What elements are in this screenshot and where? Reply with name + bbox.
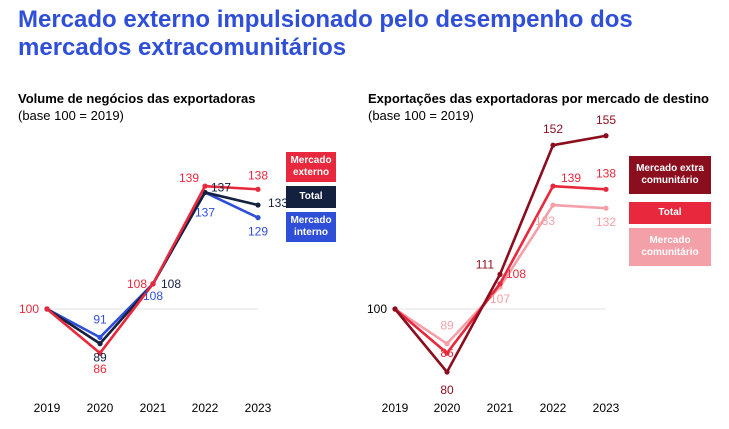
page-title: Mercado externo impulsionado pelo desemp… [18, 6, 718, 62]
chart1-point-2-1 [97, 334, 103, 340]
chart1-point-1-4 [255, 202, 261, 208]
chart2-legend-0: Mercado extra comunitário [629, 156, 711, 194]
chart2-title: Exportações das exportadoras por mercado… [368, 91, 709, 106]
chart2-point-2-3 [550, 202, 556, 208]
chart1-value-label-0-1: 86 [93, 362, 107, 376]
chart2-x-tick-2019: 2019 [382, 401, 409, 415]
chart1-value-label-1-3: 137 [211, 180, 231, 194]
chart1-x-tick-2019: 2019 [34, 401, 61, 415]
chart1-value-label-2-4: 129 [248, 225, 268, 239]
chart1-value-label-1-4: 133 [268, 196, 288, 210]
chart2-point-1-4 [603, 186, 609, 192]
chart1-value-label-1-1: 89 [93, 351, 107, 365]
chart2-point-2-1 [444, 341, 450, 347]
chart2-point-0-4 [603, 133, 609, 139]
chart1-value-label-0-2: 108 [127, 277, 147, 291]
chart2-value-label-0-0: 100 [367, 302, 387, 316]
page-title-line-1: Mercado externo impulsionado pelo desemp… [18, 6, 633, 33]
chart1-point-1-1 [97, 341, 103, 347]
chart1-subtitle: (base 100 = 2019) [18, 108, 124, 123]
chart2-point-1-3 [550, 183, 556, 189]
chart2-x-tick-2023: 2023 [593, 401, 620, 415]
chart2-value-label-1-3: 139 [561, 171, 581, 185]
chart2-value-label-2-3: 133 [535, 214, 555, 228]
chart1-value-label-0-4: 138 [248, 168, 268, 182]
chart2-value-label-1-4: 138 [596, 166, 616, 180]
chart1-value-label-1-2: 108 [161, 277, 181, 291]
chart1-point-0-0 [44, 306, 50, 312]
chart2-x-tick-2021: 2021 [487, 401, 514, 415]
chart2-legend-2: Mercado comunitário [629, 228, 711, 266]
chart2-point-1-2 [497, 281, 503, 287]
chart2-series-line-1 [394, 184, 607, 355]
chart1-value-label-0-0: 100 [19, 302, 39, 316]
chart1-legend-0: Mercado externo [286, 152, 336, 182]
chart1-point-0-1 [97, 350, 103, 356]
page-title-line-2: mercados extracomunitários [18, 34, 347, 61]
chart2-point-0-3 [550, 142, 556, 148]
chart1-value-label-2-3: 137 [195, 205, 215, 219]
chart1-legend-1: Total [286, 186, 336, 208]
chart2-point-2-4 [603, 205, 609, 211]
chart1-value-label-2-1: 91 [93, 312, 107, 326]
chart1-point-2-4 [255, 215, 261, 221]
chart1-value-label-2-2: 108 [143, 289, 163, 303]
chart2-value-label-2-4: 132 [596, 215, 616, 229]
chart2-value-label-0-4: 155 [596, 113, 616, 127]
chart2-value-label-1-2: 108 [506, 267, 526, 281]
chart2-value-label-0-1: 80 [440, 383, 454, 397]
chart2-point-0-2 [497, 271, 503, 277]
chart2-value-label-0-2: 111 [476, 257, 495, 271]
chart1-x-tick-2021: 2021 [140, 401, 167, 415]
chart1-point-0-2 [150, 281, 156, 287]
chart1-value-label-0-3: 139 [179, 171, 199, 185]
chart2-point-0-0 [392, 306, 398, 312]
chart1-point-0-3 [202, 183, 208, 189]
chart2-value-label-2-2: 107 [490, 292, 510, 306]
chart2-legend-1: Total [629, 202, 711, 224]
chart1-point-0-4 [255, 186, 261, 192]
chart2-point-1-1 [444, 350, 450, 356]
chart1-x-tick-2020: 2020 [87, 401, 114, 415]
chart1-x-tick-2023: 2023 [245, 401, 272, 415]
chart2-point-0-1 [444, 369, 450, 375]
chart1-x-tick-2022: 2022 [192, 401, 219, 415]
chart2-value-label-2-1: 89 [440, 319, 454, 333]
chart1-title: Volume de negócios das exportadoras [18, 91, 256, 106]
chart2-value-label-0-3: 152 [543, 122, 563, 136]
chart2-heading: Exportações das exportadoras por mercado… [368, 90, 709, 124]
chart2-x-tick-2022: 2022 [540, 401, 567, 415]
chart2-subtitle: (base 100 = 2019) [368, 108, 474, 123]
chart2-value-label-1-1: 86 [440, 346, 454, 360]
chart1-legend-2: Mercado interno [286, 212, 336, 242]
chart2-x-tick-2020: 2020 [434, 401, 461, 415]
chart1-heading: Volume de negócios das exportadoras (bas… [18, 90, 255, 124]
